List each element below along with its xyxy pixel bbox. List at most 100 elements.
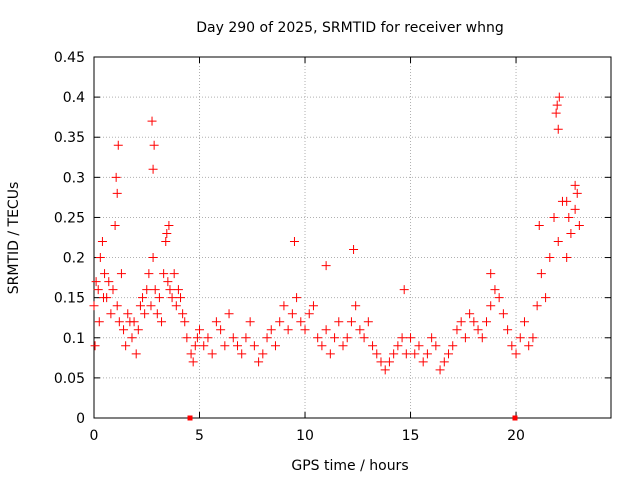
data-point	[154, 293, 164, 303]
data-point	[503, 325, 513, 335]
data-point	[90, 341, 100, 351]
data-point	[173, 285, 183, 295]
data-point	[338, 341, 348, 351]
y-tick-label: 0.15	[54, 291, 85, 307]
data-point	[94, 317, 104, 327]
data-point	[399, 285, 409, 295]
data-point	[359, 333, 369, 343]
data-point	[384, 357, 394, 367]
x-axis-label: GPS time / hours	[291, 458, 408, 474]
data-point	[401, 349, 411, 359]
data-point	[216, 325, 226, 335]
data-point	[507, 341, 517, 351]
data-point	[127, 333, 137, 343]
data-point	[534, 220, 544, 230]
data-point	[112, 301, 122, 311]
data-point	[186, 349, 196, 359]
y-tick-label: 0.1	[63, 331, 85, 347]
data-point	[351, 301, 361, 311]
data-point	[289, 237, 299, 247]
data-point	[418, 357, 428, 367]
data-point	[553, 124, 563, 134]
data-point	[188, 357, 198, 367]
data-point	[435, 365, 445, 375]
data-point	[380, 365, 390, 375]
x-tick-label: 10	[296, 428, 314, 444]
data-point	[304, 309, 314, 319]
data-point	[121, 341, 131, 351]
data-point	[144, 269, 154, 279]
y-axis-label: SRMTID / TECUs	[6, 182, 22, 295]
data-point	[363, 317, 373, 327]
data-point	[146, 301, 156, 311]
data-point	[167, 293, 177, 303]
data-point	[176, 293, 186, 303]
data-point	[552, 100, 562, 110]
data-point	[431, 341, 441, 351]
data-point	[224, 309, 234, 319]
data-point	[148, 253, 158, 263]
data-point	[220, 341, 230, 351]
data-point	[140, 309, 150, 319]
data-point	[549, 212, 559, 222]
data-point	[532, 301, 542, 311]
data-point	[164, 220, 174, 230]
data-point	[114, 317, 124, 327]
data-point	[536, 269, 546, 279]
data-point	[422, 349, 432, 359]
y-tick-label: 0.45	[54, 50, 85, 66]
data-point	[528, 333, 538, 343]
axis-ticks: 0 5 10 15 20 0 0.05 0.1 0.15 0.2 0.25 0.3 0.35 0.4 0.4…	[54, 50, 611, 444]
data-point	[334, 317, 344, 327]
data-point	[228, 333, 238, 343]
data-point	[321, 325, 331, 335]
data-point	[570, 204, 580, 214]
data-point	[562, 253, 572, 263]
data-point	[89, 301, 99, 311]
y-tick-label: 0.3	[63, 170, 85, 186]
data-point	[152, 309, 162, 319]
y-tick-label: 0.05	[54, 371, 85, 387]
data-point	[147, 116, 157, 126]
data-point	[389, 349, 399, 359]
data-point	[355, 325, 365, 335]
data-point	[439, 357, 449, 367]
data-point	[498, 309, 508, 319]
data-point	[481, 317, 491, 327]
data-point	[106, 309, 116, 319]
data-point	[133, 325, 143, 335]
data-point	[199, 341, 209, 351]
data-point	[452, 325, 462, 335]
data-point	[414, 341, 424, 351]
data-point	[237, 349, 247, 359]
x-tick-label: 15	[402, 428, 420, 444]
data-point	[376, 357, 386, 367]
data-point	[93, 285, 103, 295]
data-point	[486, 269, 496, 279]
data-point	[317, 341, 327, 351]
data-point	[406, 333, 416, 343]
data-point	[112, 188, 122, 198]
data-point	[182, 333, 192, 343]
data-point	[524, 341, 534, 351]
data-point	[469, 317, 479, 327]
data-point	[515, 333, 525, 343]
x-tick-label: 5	[195, 428, 204, 444]
data-point	[150, 285, 160, 295]
data-point	[572, 188, 582, 198]
data-point	[456, 317, 466, 327]
data-point	[129, 317, 139, 327]
data-point	[486, 301, 496, 311]
data-point	[553, 237, 563, 247]
data-point	[448, 341, 458, 351]
data-point	[313, 333, 323, 343]
data-point	[169, 269, 179, 279]
data-point	[266, 325, 276, 335]
data-point	[308, 301, 318, 311]
data-point	[157, 317, 167, 327]
data-point	[91, 277, 101, 287]
data-point	[232, 341, 242, 351]
data-point	[111, 172, 121, 182]
data-point	[570, 180, 580, 190]
data-point	[123, 309, 133, 319]
